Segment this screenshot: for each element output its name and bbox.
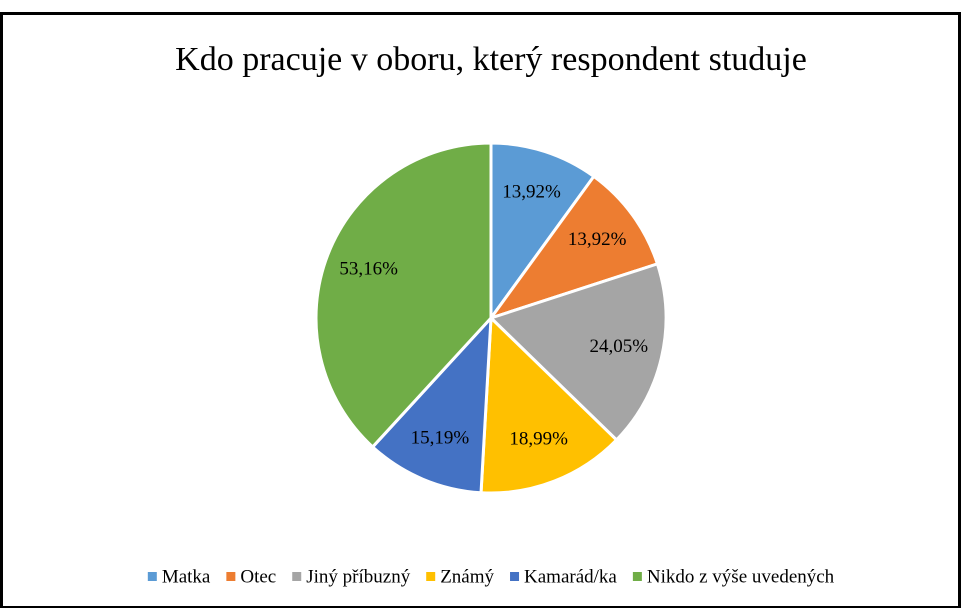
legend-swatch xyxy=(510,572,520,581)
legend-label: Známý xyxy=(440,566,494,587)
data-label: 53,16% xyxy=(339,259,398,280)
legend-swatch xyxy=(147,572,157,581)
pie-slice xyxy=(479,314,619,495)
data-label: 13,92% xyxy=(502,182,561,203)
data-label: 13,92% xyxy=(568,229,627,250)
pie-slice xyxy=(489,141,596,323)
legend-label: Nikdo z výše uvedených xyxy=(647,566,835,587)
pie-slice xyxy=(487,174,660,321)
data-label: 24,05% xyxy=(590,336,649,357)
data-label: 15,19% xyxy=(411,427,470,448)
legend-swatch xyxy=(632,572,642,581)
legend-label: Matka xyxy=(162,566,211,587)
legend-label: Jiný příbuzný xyxy=(306,566,410,587)
pie-slice xyxy=(370,313,493,495)
legend-label: Otec xyxy=(240,566,276,587)
pie-slice xyxy=(488,261,668,443)
pie-slice xyxy=(314,141,493,450)
data-label: 18,99% xyxy=(509,429,568,450)
chart-title: Kdo pracuje v oboru, který respondent st… xyxy=(175,41,807,78)
legend-swatch xyxy=(226,572,236,581)
legend-swatch xyxy=(292,572,302,581)
legend-label: Kamarád/ka xyxy=(524,566,617,587)
legend-swatch xyxy=(426,572,436,581)
